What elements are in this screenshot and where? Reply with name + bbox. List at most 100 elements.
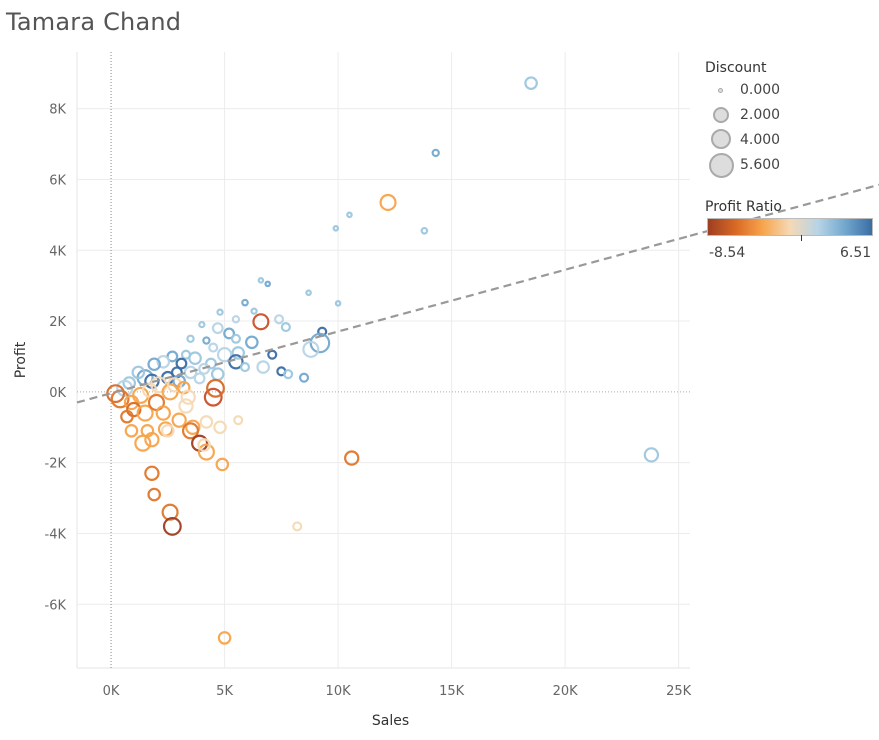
discount-swatch-2 bbox=[711, 129, 731, 149]
data-point bbox=[230, 333, 241, 344]
x-tick-label: 15K bbox=[439, 684, 465, 699]
data-point bbox=[274, 314, 285, 325]
x-tick-label: 0K bbox=[103, 684, 120, 699]
discount-label-1: 2.000 bbox=[740, 107, 781, 123]
data-point bbox=[186, 334, 195, 343]
data-point bbox=[217, 631, 232, 645]
data-point bbox=[211, 322, 224, 335]
data-point bbox=[134, 434, 152, 452]
profit-ratio-min-label: -8.54 bbox=[709, 245, 746, 261]
data-point bbox=[239, 362, 251, 373]
data-point bbox=[241, 298, 249, 307]
data-point bbox=[298, 372, 310, 383]
y-axis-title: Profit bbox=[13, 341, 29, 378]
data-point bbox=[206, 378, 225, 398]
data-point bbox=[250, 307, 258, 315]
discount-label-0: 0.000 bbox=[740, 82, 781, 98]
data-point bbox=[302, 340, 320, 358]
data-point bbox=[346, 211, 353, 219]
profit-ratio-legend-title: Profit Ratio bbox=[705, 199, 782, 215]
data-point bbox=[252, 313, 270, 331]
discount-swatch-3 bbox=[709, 153, 734, 178]
data-point bbox=[257, 277, 265, 284]
x-tick-label: 20K bbox=[553, 684, 579, 699]
data-point bbox=[280, 322, 291, 333]
discount-label-2: 4.000 bbox=[740, 132, 781, 148]
data-point bbox=[344, 450, 360, 466]
data-point bbox=[283, 369, 294, 380]
data-point bbox=[379, 193, 397, 212]
data-point bbox=[292, 521, 303, 532]
data-point bbox=[231, 315, 241, 324]
x-tick-label: 25K bbox=[666, 684, 692, 699]
data-point bbox=[144, 465, 160, 481]
data-point bbox=[208, 342, 219, 353]
data-point bbox=[210, 367, 225, 381]
data-point bbox=[178, 398, 194, 414]
data-point bbox=[181, 422, 200, 440]
data-point bbox=[155, 405, 171, 421]
x-axis-title: Sales bbox=[372, 713, 409, 729]
data-point bbox=[147, 357, 161, 372]
data-point bbox=[420, 226, 429, 235]
data-point bbox=[161, 424, 175, 438]
data-point bbox=[188, 351, 202, 366]
y-tick-label: 6K bbox=[49, 173, 66, 188]
x-tick-label: 5K bbox=[216, 684, 233, 699]
data-point bbox=[643, 447, 660, 463]
data-point bbox=[203, 387, 223, 407]
data-point bbox=[245, 335, 259, 350]
discount-label-3: 5.600 bbox=[740, 157, 781, 173]
data-point bbox=[185, 419, 201, 435]
y-tick-label: -4K bbox=[45, 527, 67, 542]
page-title: Tamara Chand bbox=[6, 8, 182, 36]
data-point bbox=[199, 415, 214, 429]
profit-ratio-zero-marker bbox=[801, 235, 802, 241]
data-point bbox=[267, 349, 278, 360]
discount-swatch-0 bbox=[718, 88, 723, 93]
data-point bbox=[197, 443, 215, 461]
discount-legend-title: Discount bbox=[705, 60, 767, 76]
trend-line bbox=[76, 234, 691, 404]
data-point bbox=[166, 377, 183, 393]
data-point bbox=[202, 336, 211, 345]
data-point bbox=[264, 280, 272, 288]
data-point bbox=[166, 350, 179, 363]
data-point bbox=[141, 382, 158, 398]
data-point bbox=[136, 404, 154, 422]
y-tick-label: -2K bbox=[45, 457, 67, 472]
data-point bbox=[180, 389, 196, 405]
data-point bbox=[216, 308, 224, 316]
y-tick-label: 0K bbox=[49, 386, 66, 401]
data-point bbox=[126, 401, 142, 418]
data-point bbox=[120, 409, 134, 424]
y-tick-label: 2K bbox=[49, 315, 66, 330]
y-tick-label: 4K bbox=[49, 244, 66, 259]
data-point bbox=[233, 415, 244, 426]
data-point bbox=[305, 289, 312, 297]
data-point bbox=[131, 365, 146, 380]
data-point bbox=[198, 320, 206, 329]
data-point bbox=[171, 412, 187, 428]
x-tick-label: 10K bbox=[326, 684, 352, 699]
data-point bbox=[197, 438, 211, 452]
data-point bbox=[256, 360, 270, 374]
data-point bbox=[124, 424, 139, 438]
data-point bbox=[213, 420, 227, 435]
data-point bbox=[332, 225, 340, 232]
data-point bbox=[431, 148, 440, 158]
data-point bbox=[215, 457, 230, 472]
data-point bbox=[231, 346, 245, 360]
data-point bbox=[161, 503, 179, 521]
data-point bbox=[198, 362, 211, 375]
y-tick-label: 8K bbox=[49, 103, 66, 118]
y-tick-label: -6K bbox=[45, 598, 67, 613]
profit-ratio-max-label: 6.51 bbox=[840, 245, 872, 261]
data-point bbox=[162, 516, 182, 536]
profit-ratio-color-ramp bbox=[707, 218, 873, 236]
data-point bbox=[175, 357, 188, 370]
data-point bbox=[524, 76, 538, 90]
discount-swatch-1 bbox=[713, 107, 729, 123]
data-point bbox=[216, 347, 233, 363]
